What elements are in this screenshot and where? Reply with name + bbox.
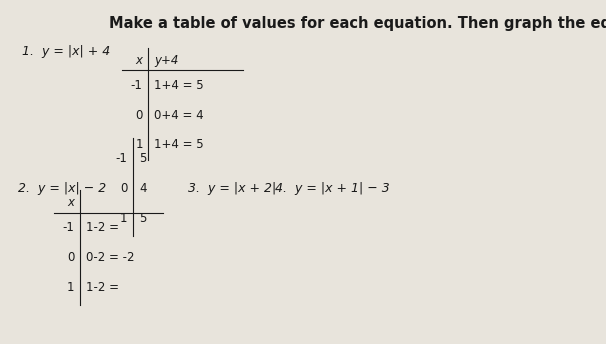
Text: -1: -1 xyxy=(116,152,127,165)
Text: 1+4 = 5: 1+4 = 5 xyxy=(154,79,204,92)
Text: 0: 0 xyxy=(67,251,75,264)
Text: 1: 1 xyxy=(120,212,127,225)
Text: 1.  y = |x| + 4: 1. y = |x| + 4 xyxy=(22,45,110,58)
Text: 1-2 =: 1-2 = xyxy=(86,221,119,234)
Text: 0: 0 xyxy=(135,109,142,122)
Text: 4.  y = |x + 1| − 3: 4. y = |x + 1| − 3 xyxy=(275,182,390,195)
Text: 0+4 = 4: 0+4 = 4 xyxy=(154,109,204,122)
Text: 1+4 = 5: 1+4 = 5 xyxy=(154,138,204,151)
Text: -1: -1 xyxy=(131,79,142,92)
Text: 3.  y = |x + 2|: 3. y = |x + 2| xyxy=(188,182,276,195)
Text: 1-2 =: 1-2 = xyxy=(86,281,119,293)
Text: 0-2 = -2: 0-2 = -2 xyxy=(86,251,135,264)
Text: x: x xyxy=(68,196,75,209)
Text: 5: 5 xyxy=(139,212,146,225)
Text: Make a table of values for each equation. Then graph the equation.: Make a table of values for each equation… xyxy=(108,16,606,31)
Text: 4: 4 xyxy=(139,182,147,195)
Text: 5: 5 xyxy=(139,152,146,165)
Text: 1: 1 xyxy=(135,138,142,151)
Text: x: x xyxy=(136,54,142,66)
Text: -1: -1 xyxy=(63,221,75,234)
Text: 2.  y = |x| − 2: 2. y = |x| − 2 xyxy=(18,182,106,195)
Text: 1: 1 xyxy=(67,281,75,293)
Text: y+4: y+4 xyxy=(154,54,178,66)
Text: 0: 0 xyxy=(120,182,127,195)
